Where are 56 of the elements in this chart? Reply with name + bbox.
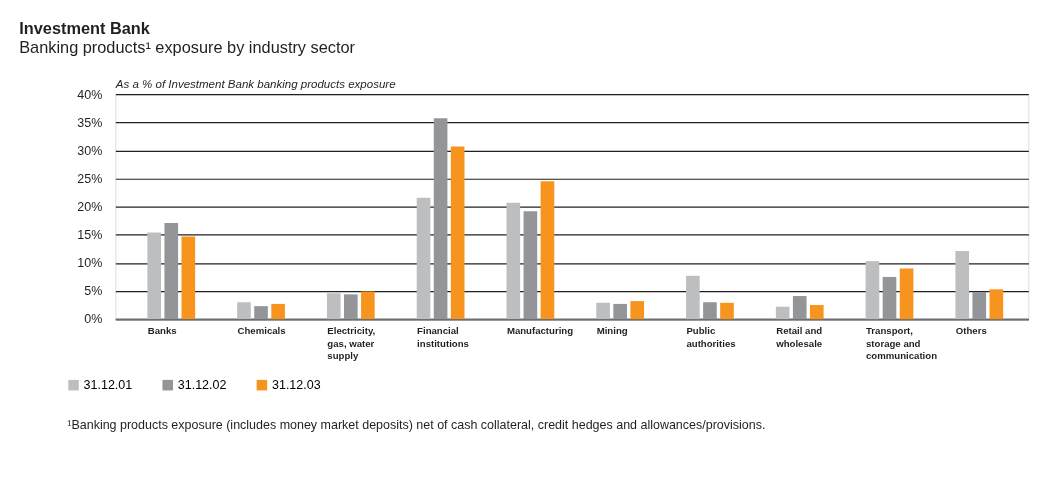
- bar: [989, 289, 1004, 320]
- bar: [596, 302, 610, 320]
- x-tick-label: Manufacturing: [506, 325, 574, 337]
- x-tick-label: Transport, storage and communication: [866, 325, 938, 362]
- bar: [506, 202, 521, 320]
- bar: [147, 232, 162, 320]
- y-tick-label: 30%: [77, 143, 103, 158]
- x-tick-label: Banks: [147, 325, 177, 337]
- y-tick-label: 40%: [77, 87, 103, 102]
- bar: [972, 292, 987, 320]
- bar: [361, 291, 375, 320]
- x-tick-label: Financial institutions: [417, 325, 469, 349]
- bar: [686, 275, 700, 320]
- bar: [450, 146, 465, 320]
- y-tick-label: 5%: [84, 284, 103, 299]
- y-tick-label: 0%: [84, 312, 103, 327]
- bar: [326, 293, 341, 320]
- bar: [181, 236, 196, 320]
- bar: [237, 302, 251, 320]
- y-tick-label: 20%: [77, 199, 103, 214]
- x-tick-label: Retail and wholesale: [775, 325, 823, 349]
- bar: [254, 306, 268, 320]
- bar: [630, 301, 645, 320]
- bar: [523, 211, 538, 320]
- y-tick-label: 10%: [77, 256, 103, 271]
- bar: [882, 276, 897, 320]
- x-tick-label: Chemicals: [237, 325, 286, 337]
- y-tick-label: 35%: [77, 115, 103, 130]
- bar: [865, 261, 880, 320]
- legend-label: 31.12.03: [271, 378, 321, 393]
- legend-label: 31.12.01: [83, 378, 133, 393]
- y-tick-label: 15%: [77, 228, 103, 243]
- legend-label: 31.12.02: [177, 378, 227, 393]
- y-axis-title: As a % of Investment Bank banking products exposure: [114, 77, 396, 90]
- bar: [955, 251, 970, 320]
- y-tick-label: 25%: [77, 171, 103, 186]
- x-tick-label: Electricity, gas, water supply: [327, 325, 376, 362]
- bar: [613, 303, 627, 320]
- bar: [416, 197, 431, 320]
- bar: [433, 118, 448, 320]
- bar: [164, 222, 179, 320]
- bar: [775, 306, 790, 320]
- x-tick-label: Public authorities: [686, 325, 736, 349]
- bar: [703, 302, 717, 320]
- text: ¹Banking products exposure (includes money market deposits) net of cash collateral, credit hedges and allowances/provisions.: [67, 417, 766, 432]
- bar: [271, 303, 285, 320]
- bar: [899, 268, 914, 320]
- x-tick-label: Others: [955, 325, 987, 337]
- x-tick-label: Mining: [596, 325, 628, 337]
- bar: [540, 181, 555, 320]
- bar: [792, 296, 807, 320]
- bar: [344, 294, 358, 320]
- chart-subtitle: Banking products¹ exposure by industry sector: [19, 37, 356, 56]
- chart-title: Investment Bank: [19, 18, 151, 37]
- bar: [720, 302, 734, 320]
- bar: [809, 305, 824, 320]
